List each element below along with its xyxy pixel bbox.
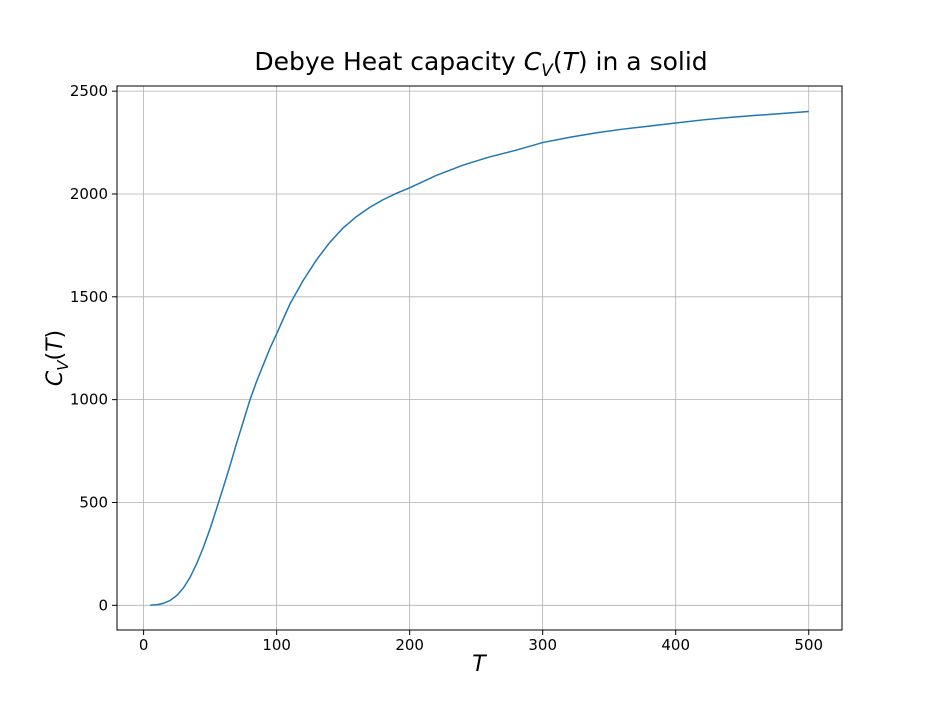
chart-title: Debye Heat capacity CV(T) in a solid (254, 47, 707, 81)
y-tick-label: 0 (98, 596, 108, 614)
x-tick-label: 300 (528, 636, 557, 654)
x-tick-label: 400 (661, 636, 690, 654)
axis-ticks (112, 90, 810, 635)
y-tick-label: 1000 (70, 391, 108, 409)
x-tick-label: 200 (395, 636, 424, 654)
x-tick-label: 500 (794, 636, 823, 654)
y-tick-label: 2000 (70, 185, 108, 203)
y-axis-label: CV(T) (43, 330, 72, 386)
y-tick-label: 2500 (70, 82, 108, 100)
y-tick-label: 500 (79, 493, 108, 511)
y-tick-label: 1500 (70, 288, 108, 306)
plot-frame (116, 85, 843, 631)
x-tick-label: 0 (139, 636, 149, 654)
x-tick-label: 100 (262, 636, 291, 654)
grid-lines (117, 86, 842, 630)
series-line (150, 110, 809, 606)
x-axis-label: T (472, 652, 487, 677)
